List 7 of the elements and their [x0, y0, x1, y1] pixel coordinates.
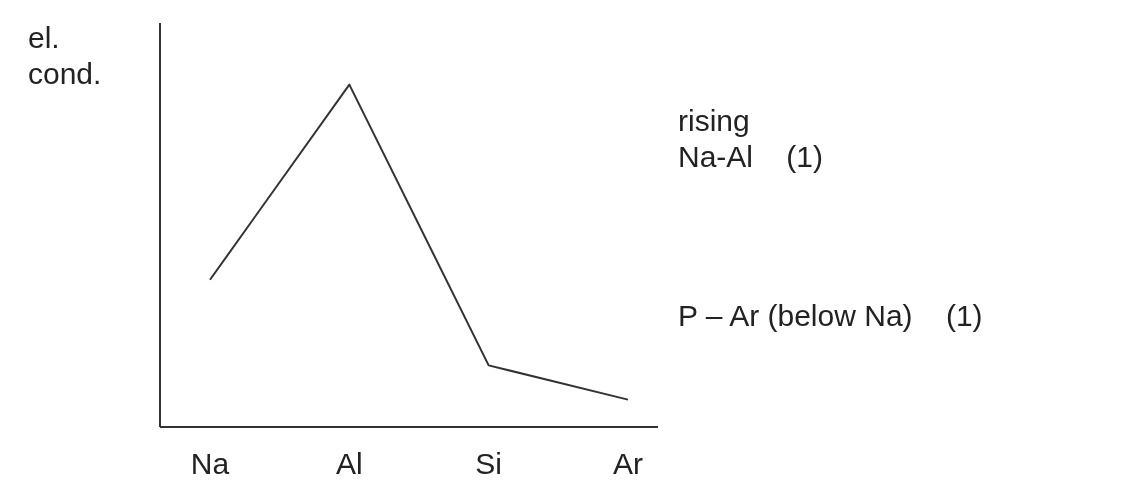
x-tick-label: Ar — [613, 447, 644, 481]
x-tick-label: Si — [475, 447, 503, 481]
x-tick-label: Na — [190, 447, 230, 481]
y-axis-title: el. cond. — [28, 20, 102, 92]
text: P – Ar (below Na) (1) — [678, 298, 983, 334]
x-tick-label: Al — [335, 447, 363, 481]
text: rising Na-Al (1) — [678, 103, 824, 175]
